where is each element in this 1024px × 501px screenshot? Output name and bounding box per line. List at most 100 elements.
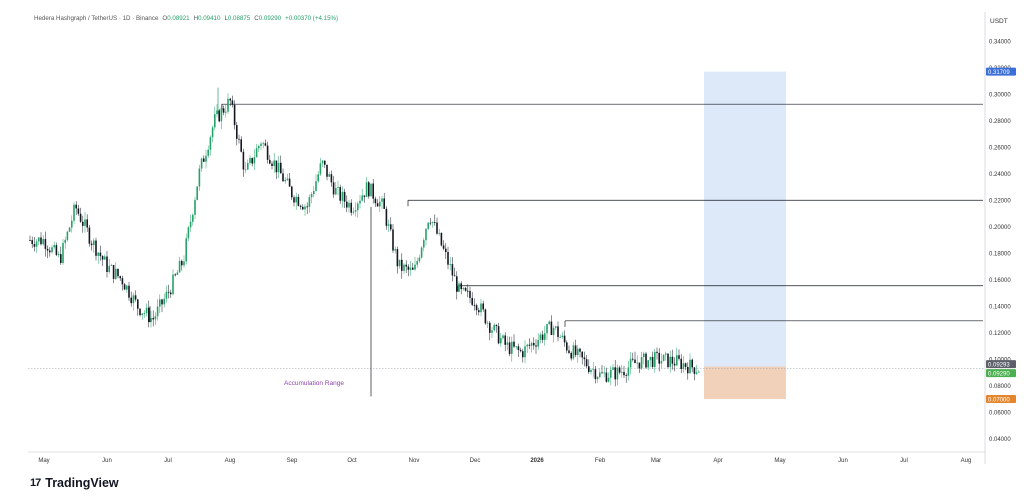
candle-body [526, 344, 528, 347]
candle-body [280, 162, 282, 174]
candle-body [238, 138, 240, 140]
candle-body [82, 221, 84, 226]
candle-body [427, 222, 429, 229]
candle-body [64, 239, 66, 243]
candle-body [315, 181, 317, 191]
candle-body [40, 237, 42, 245]
candle-body [266, 145, 269, 160]
candle-body [143, 313, 146, 315]
candle-body [258, 145, 260, 149]
candle-body [555, 326, 557, 328]
candle-body [497, 326, 500, 344]
candle-body [665, 353, 667, 355]
price-tag-text-3: 0.07000 [988, 397, 1010, 403]
candle-body [537, 339, 539, 347]
candle-body [651, 356, 654, 367]
candle-body [352, 211, 355, 213]
candle-body [539, 334, 542, 340]
candle-body [165, 291, 168, 299]
x-tick-4: Sep [287, 458, 298, 464]
candle-body [372, 183, 374, 199]
candle-body [418, 257, 421, 262]
candle-body [471, 297, 473, 305]
x-tick-2: Jul [164, 458, 172, 464]
candle-body [464, 287, 467, 291]
candle-body [572, 345, 575, 359]
candle-body [647, 360, 649, 368]
x-tick-15: Aug [961, 458, 972, 464]
candle-body [621, 371, 623, 373]
candle-body [216, 110, 218, 115]
candle-body [249, 157, 251, 164]
candle-body [273, 160, 275, 166]
candle-body [293, 197, 295, 203]
candle-body [203, 158, 205, 162]
candle-body [436, 222, 438, 234]
candle-body [550, 321, 553, 335]
candle-body [209, 137, 212, 150]
candle-body [211, 127, 214, 138]
candle-body [161, 299, 163, 305]
candle-body [502, 335, 504, 339]
candle-body [79, 213, 82, 222]
candle-body [308, 197, 311, 207]
y-tick-15: 0.04000 [989, 437, 1011, 443]
candle-body [673, 363, 676, 366]
y-tick-5: 0.24000 [989, 172, 1011, 178]
x-tick-9: Feb [595, 458, 606, 464]
candle-body [183, 261, 185, 266]
candle-body [574, 345, 577, 356]
candle-body [346, 201, 348, 208]
candle-body [194, 199, 196, 215]
candle-body [148, 307, 150, 323]
candle-body [469, 291, 471, 298]
candle-body [403, 264, 405, 271]
candle-body [528, 344, 531, 346]
candle-body [563, 335, 566, 343]
x-tick-3: Aug [225, 458, 236, 464]
target-zone [704, 71, 786, 400]
candle-body [420, 247, 423, 258]
candle-body [640, 357, 643, 369]
price-tag-target [986, 67, 1016, 76]
tradingview-brand[interactable]: 17 TradingView [30, 476, 119, 490]
candle-body [49, 250, 51, 253]
candle-body [253, 157, 256, 164]
candle-body [75, 204, 77, 209]
candle-body [154, 316, 157, 320]
candle-body [682, 363, 685, 369]
candle-body [407, 266, 410, 270]
candle-body [365, 182, 368, 197]
candle-body [231, 100, 234, 105]
candle-body [517, 346, 520, 351]
candle-body [227, 98, 229, 112]
candle-body [447, 252, 449, 265]
candle-body [374, 198, 377, 204]
candle-body [530, 342, 533, 346]
symbol-title: Hedera Hashgraph / TetherUS · 1D · Binan… [34, 15, 159, 22]
candle-body [319, 163, 322, 175]
x-tick-14: Jul [900, 458, 908, 464]
candle-body [592, 369, 594, 371]
candle-body [425, 228, 427, 241]
candle-body [684, 363, 687, 367]
candle-body [247, 163, 249, 170]
candle-body [313, 190, 315, 195]
candle-body [581, 351, 583, 358]
candle-body [240, 139, 242, 152]
candle-body [339, 187, 341, 201]
y-tick-3: 0.28000 [989, 119, 1011, 125]
y-tick-2: 0.30000 [989, 92, 1011, 98]
candle-body [607, 377, 610, 382]
candle-body [618, 367, 621, 373]
candle-body [335, 187, 337, 195]
candle-body [178, 260, 181, 273]
candle-body [590, 369, 592, 373]
candle-body [269, 159, 271, 164]
candle-body [225, 111, 227, 113]
price-tag-current [986, 369, 1016, 378]
candle-body [594, 369, 597, 380]
candle-body [629, 358, 632, 368]
candle-body [460, 283, 462, 290]
